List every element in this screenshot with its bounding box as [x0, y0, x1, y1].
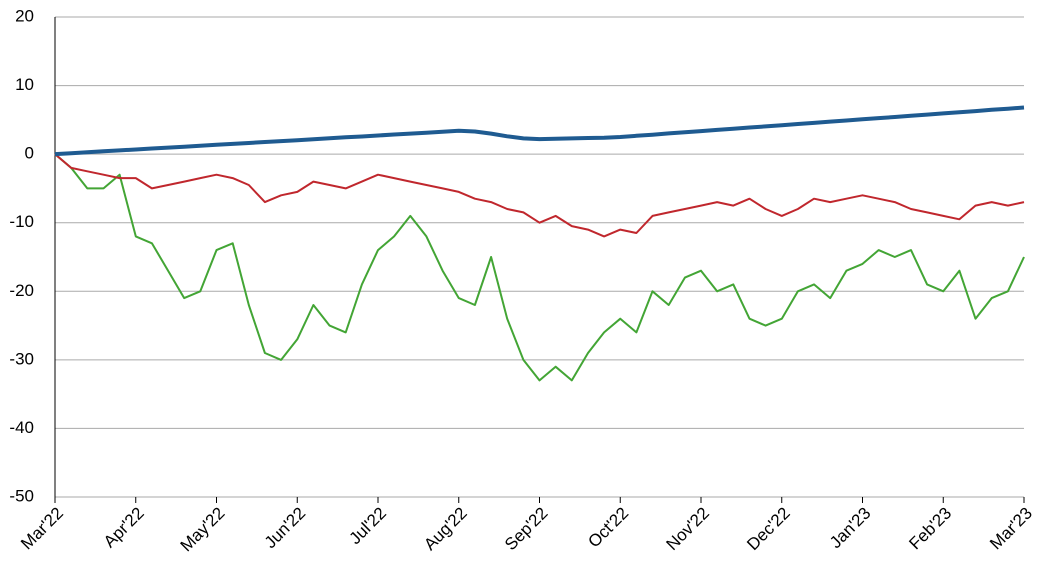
x-tick-label: Sep'22 — [501, 504, 551, 554]
x-tick-label: Oct'22 — [584, 504, 632, 552]
series-line — [54, 153, 1025, 382]
y-tick-label: 0 — [25, 144, 34, 163]
x-tick-label: Jan'23 — [826, 504, 874, 552]
x-tick-label: Apr'22 — [100, 504, 148, 552]
x-tick-label: May'22 — [177, 504, 229, 556]
y-tick-label: -50 — [9, 486, 34, 505]
x-tick-label: Nov'22 — [663, 504, 713, 554]
x-tick-label: Jun'22 — [261, 504, 309, 552]
y-tick-label: 20 — [15, 6, 34, 25]
y-tick-label: 10 — [15, 75, 34, 94]
series-line — [54, 105, 1025, 157]
y-tick-label: -40 — [9, 418, 34, 437]
x-tick-label: Feb'23 — [905, 504, 955, 554]
y-tick-label: -10 — [9, 212, 34, 231]
y-tick-label: -30 — [9, 349, 34, 368]
x-tick-label: Aug'22 — [420, 504, 470, 554]
series-line — [54, 153, 1025, 238]
y-tick-label: -20 — [9, 281, 34, 300]
x-tick-label: Mar'23 — [986, 504, 1036, 554]
x-tick-label: Mar'22 — [17, 504, 67, 554]
x-tick-label: Dec'22 — [743, 504, 793, 554]
x-tick-label: Jul'22 — [346, 504, 390, 548]
